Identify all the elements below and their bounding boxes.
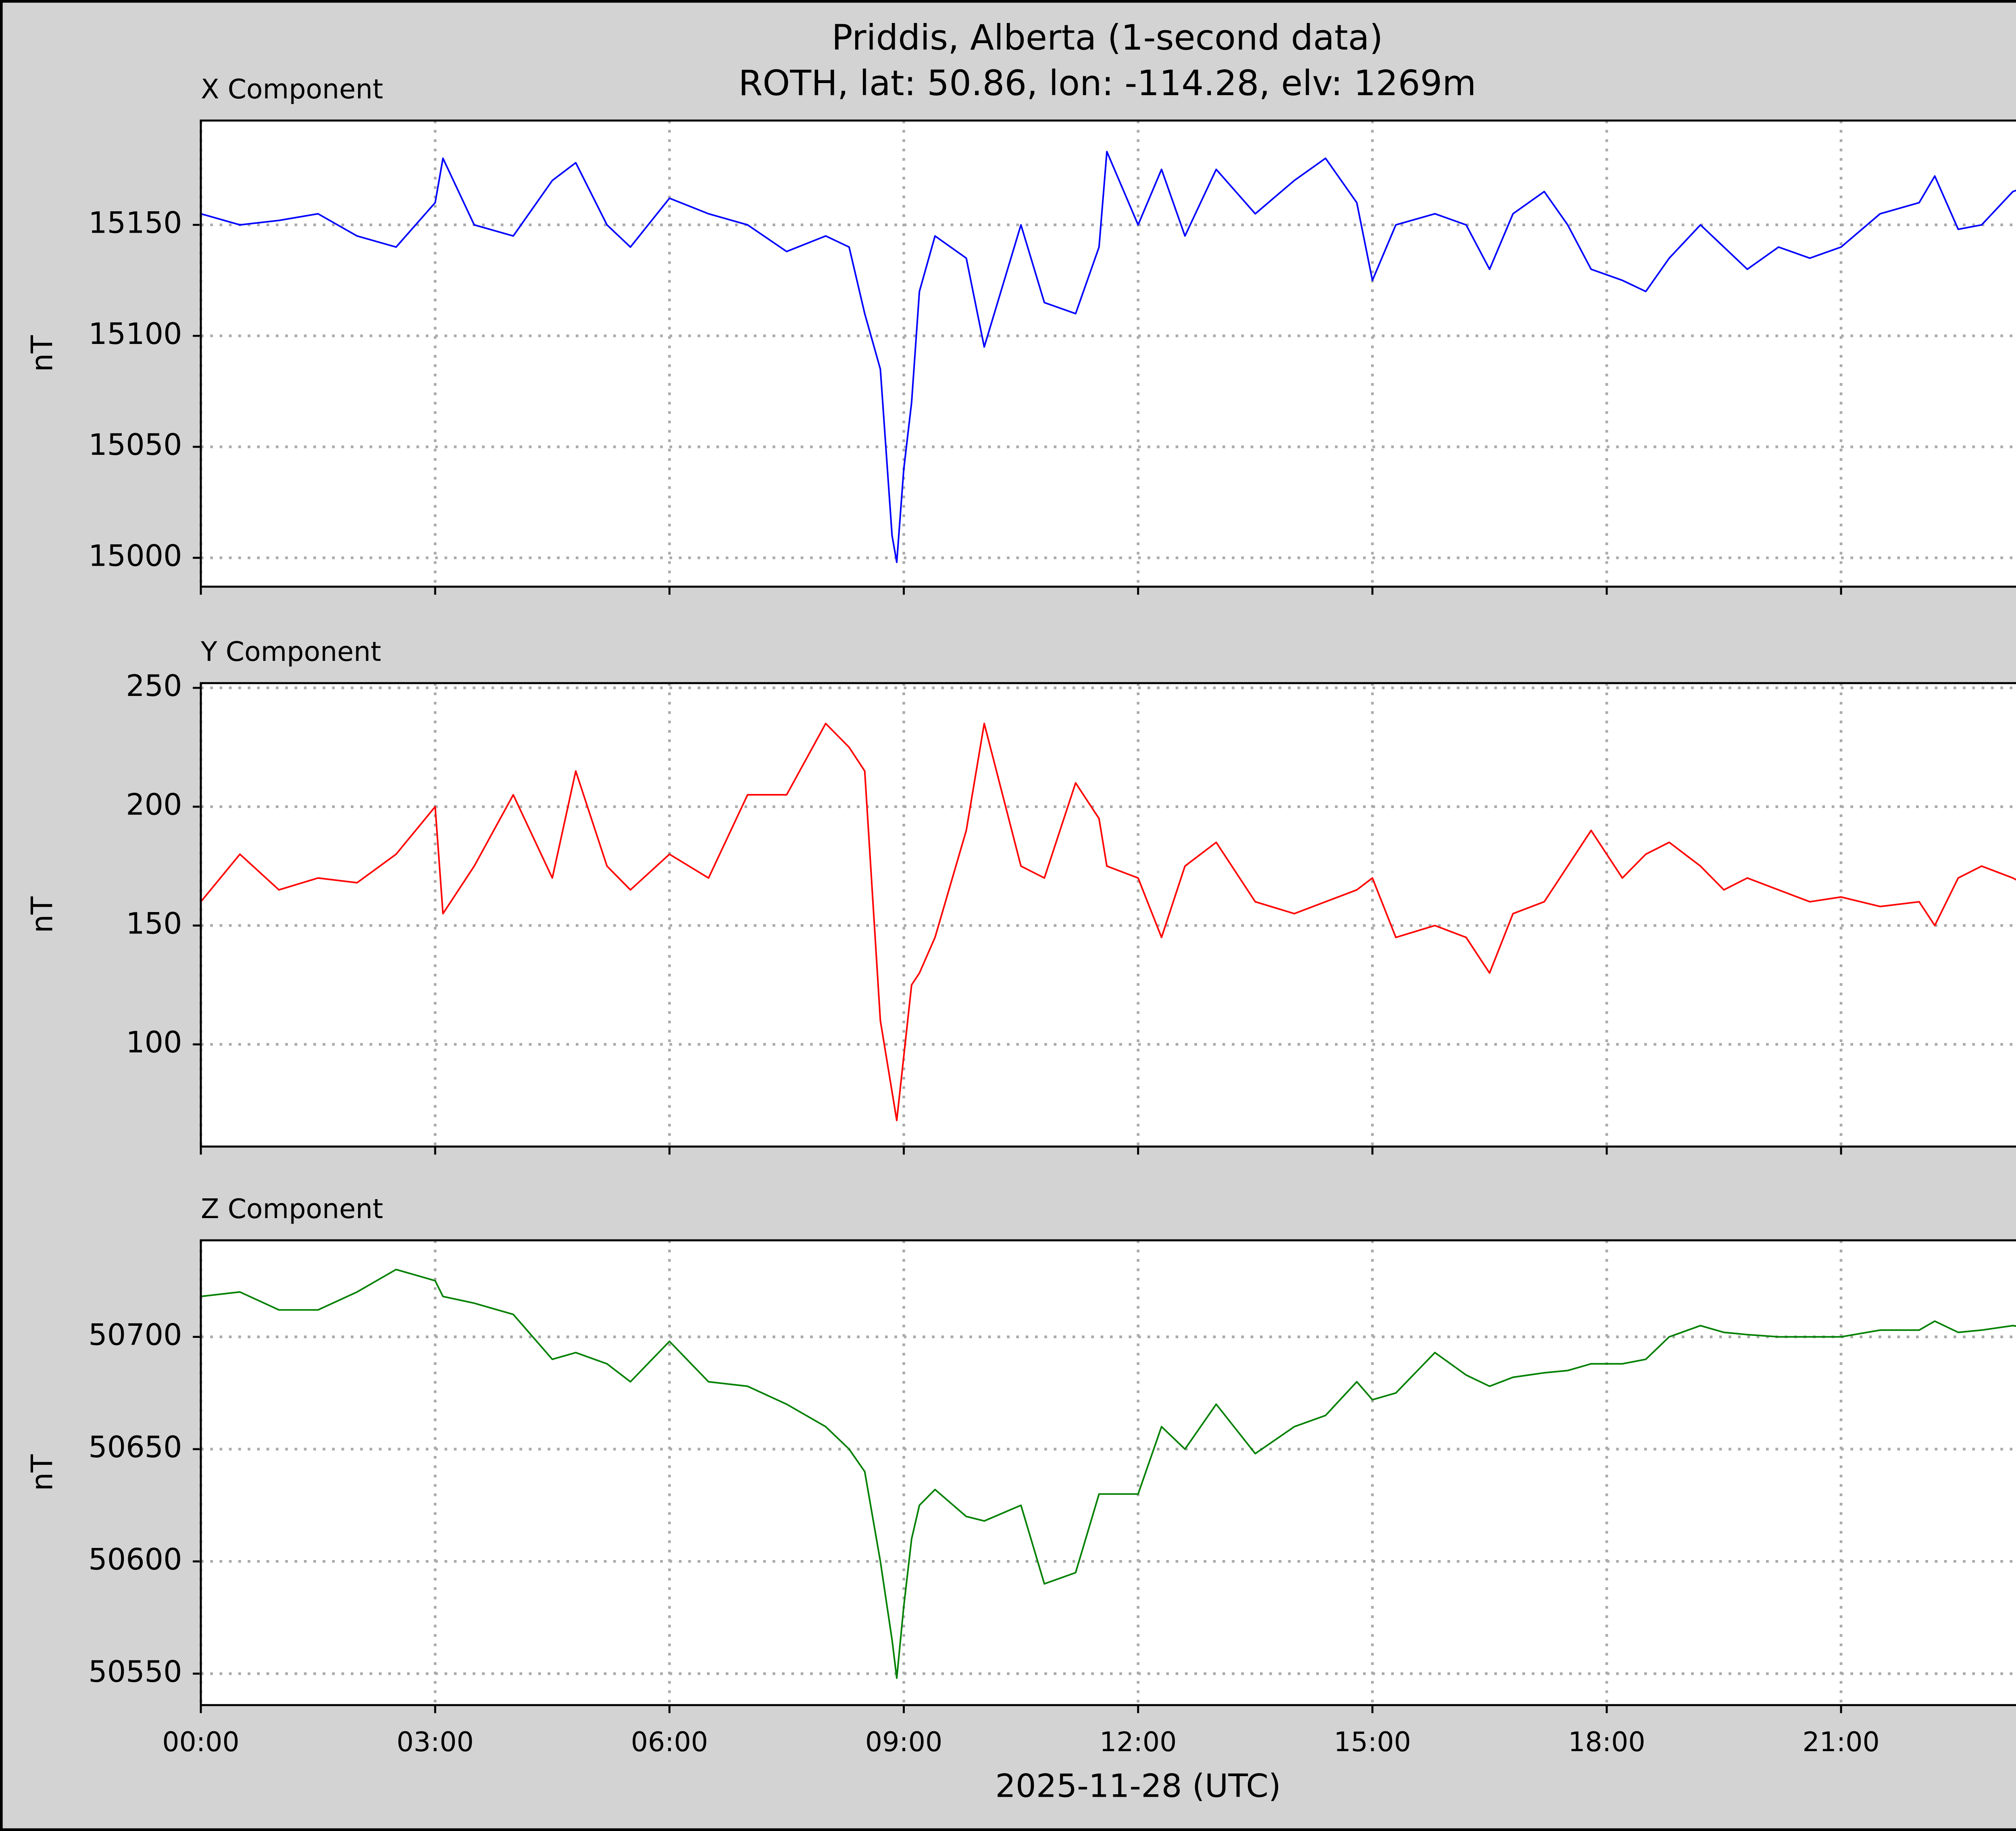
data-line [200, 723, 2016, 1121]
y-tick-label: 100 [126, 1025, 182, 1060]
plot-frame [200, 1239, 2016, 1706]
x-tick-label: 03:00 [397, 1726, 474, 1758]
x-tick-label: 09:00 [865, 1726, 942, 1758]
panel-title: Y Component [200, 636, 381, 667]
y-tick-label: 150 [126, 906, 182, 941]
x-tick-label: 00:00 [162, 1726, 239, 1758]
y-tick-label: 15050 [88, 428, 182, 462]
y-tick-label: 50600 [88, 1542, 182, 1577]
y-axis-label: nT [25, 896, 60, 933]
x-tick-label: 21:00 [1802, 1726, 1879, 1758]
panel-title: X Component [201, 73, 383, 105]
y-axis-label: nT [25, 1454, 60, 1491]
y-tick-label: 50650 [88, 1430, 182, 1464]
x-tick-label: 15:00 [1334, 1726, 1411, 1758]
y-tick-label: 200 [126, 788, 182, 822]
x-axis-label: 2025-11-28 (UTC) [995, 1767, 1281, 1805]
data-line [200, 1269, 2016, 1679]
plot-area [201, 120, 2016, 587]
x-tick-label: 06:00 [631, 1726, 708, 1758]
x-tick-label: 12:00 [1100, 1726, 1177, 1758]
y-tick-label: 15000 [88, 539, 182, 573]
figure-title: Priddis, Alberta (1-second data) [832, 18, 1383, 58]
y-axis-label: nT [25, 335, 60, 372]
plot-area [201, 683, 2016, 1147]
y-tick-label: 50700 [88, 1318, 182, 1352]
plot-frame [200, 682, 2016, 1148]
plot-frame [200, 119, 2016, 588]
data-line [200, 151, 2016, 563]
plot-area [201, 1240, 2016, 1705]
x-tick-label: 18:00 [1568, 1726, 1645, 1758]
y-tick-label: 15100 [88, 317, 182, 351]
y-tick-label: 50550 [88, 1655, 182, 1689]
panel-title: Z Component [201, 1193, 383, 1225]
y-tick-label: 250 [126, 669, 182, 703]
figure-subtitle: ROTH, lat: 50.86, lon: -114.28, elv: 126… [738, 63, 1476, 104]
y-tick-label: 15150 [88, 206, 182, 240]
